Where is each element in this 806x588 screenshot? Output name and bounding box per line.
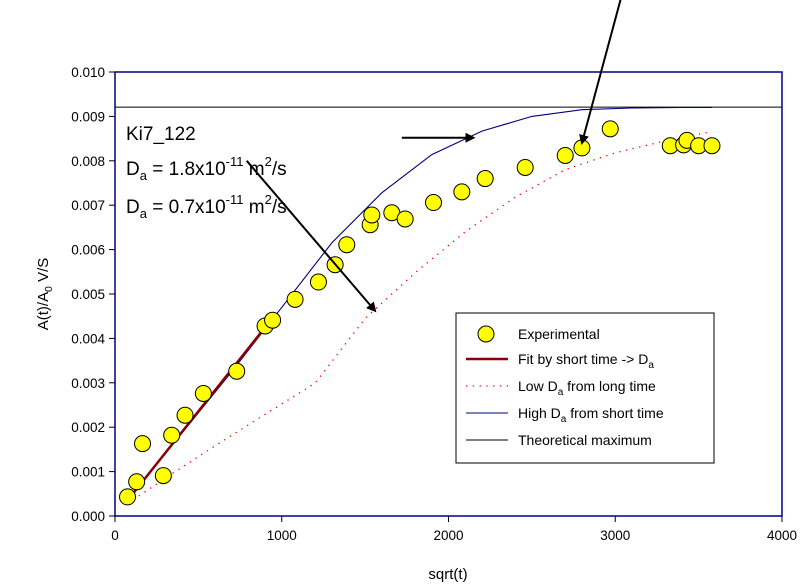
annotation-sample: Ki7_122 — [126, 124, 196, 145]
y-tick-label: 0.001 — [71, 465, 105, 480]
legend-label-high-da: High Da from short time — [518, 405, 664, 425]
y-tick-label: 0.007 — [71, 198, 105, 213]
y-tick-label: 0.006 — [71, 243, 105, 258]
experimental-point — [601, 120, 619, 138]
experimental-point — [119, 488, 137, 506]
experimental-point — [134, 435, 152, 453]
experimental-point — [476, 170, 494, 188]
legend-label-experimental: Experimental — [518, 326, 600, 342]
y-tick-label: 0.000 — [71, 509, 105, 524]
annotation-da-low: Da = 0.7x10-11 m2/s — [126, 192, 287, 221]
y-tick-label: 0.010 — [71, 65, 105, 80]
experimental-point — [194, 384, 212, 402]
x-tick-label: 1000 — [267, 528, 297, 543]
y-tick-label: 0.009 — [71, 109, 105, 124]
experimental-point — [309, 273, 327, 291]
x-tick-label: 2000 — [433, 528, 463, 543]
experimental-point — [556, 146, 574, 164]
legend-label-fit-short: Fit by short time -> Da — [518, 351, 654, 371]
experimental-point — [516, 158, 534, 176]
experimental-point — [154, 467, 172, 485]
experimental-point — [703, 137, 721, 155]
experimental-point — [228, 362, 246, 380]
annotation-arrow — [245, 160, 377, 313]
experimental-point — [363, 206, 381, 224]
experimental-point — [176, 406, 194, 424]
experimental-point — [128, 473, 146, 491]
y-tick-label: 0.004 — [71, 331, 105, 346]
experimental-point — [453, 183, 471, 201]
y-tick-label: 0.002 — [71, 420, 105, 435]
y-tick-label: 0.008 — [71, 154, 105, 169]
y-tick-label: 0.005 — [71, 287, 105, 302]
legend: Experimental Fit by short time -> Da Low… — [455, 312, 715, 464]
series-fit-short-line — [126, 326, 267, 502]
x-axis-title: sqrt(t) — [428, 566, 467, 583]
y-tick-label: 0.003 — [71, 376, 105, 391]
y-axis-title: A(t)/A0 V/S — [35, 258, 55, 331]
legend-box — [455, 312, 715, 464]
experimental-point — [338, 236, 356, 254]
experimental-point — [396, 210, 414, 228]
annotation-arrow — [579, 0, 622, 145]
legend-label-low-da: Low Da from long time — [518, 378, 656, 398]
experimental-point — [264, 311, 282, 329]
x-tick-label: 0 — [111, 528, 119, 543]
x-tick-label: 4000 — [767, 528, 797, 543]
x-tick-label: 3000 — [600, 528, 630, 543]
experimental-point — [163, 426, 181, 444]
experimental-point — [424, 194, 442, 212]
legend-marker-experimental — [477, 325, 495, 343]
experimental-point — [286, 290, 304, 308]
legend-label-theoretical: Theoretical maximum — [518, 432, 652, 448]
